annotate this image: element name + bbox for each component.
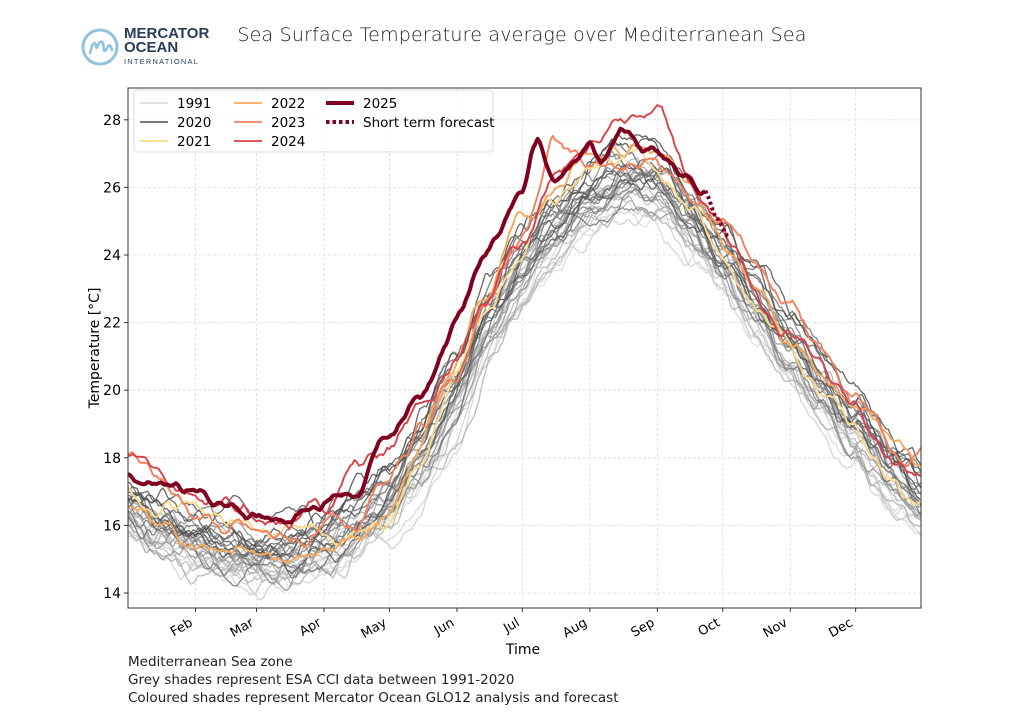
y-tick-label: 16	[103, 518, 121, 534]
y-tick-label: 14	[103, 586, 121, 602]
legend-label: Short term forecast	[363, 115, 494, 131]
logo-mark-icon	[81, 28, 119, 66]
logo-text: MERCATOR	[124, 25, 210, 42]
x-tick-label: Mar	[228, 615, 257, 641]
x-tick-label: May	[359, 615, 390, 642]
gridlines	[128, 88, 921, 608]
chart-title: Sea Surface Temperature average over Med…	[237, 24, 807, 46]
series-line-2000	[127, 200, 922, 586]
x-tick-label: Nov	[761, 615, 791, 641]
series-line-1993	[127, 204, 922, 597]
legend-label: 2021	[177, 134, 211, 150]
x-tick-label: Jun	[431, 615, 457, 639]
series-line-short-term-forecast	[703, 189, 731, 240]
footer-line: Coloured shades represent Mercator Ocean…	[128, 690, 619, 706]
legend-label: 2025	[363, 96, 397, 112]
series-line-2025	[127, 126, 707, 525]
footer-line: Grey shades represent ESA CCI data betwe…	[128, 672, 515, 688]
logo-text: OCEAN	[124, 39, 179, 56]
legend-label: 2023	[271, 115, 305, 131]
y-tick-label: 18	[103, 451, 121, 467]
y-tick-label: 26	[103, 180, 121, 196]
y-tick-label: 20	[103, 383, 121, 399]
x-tick-label: Apr	[297, 615, 325, 640]
series-line-2003	[127, 169, 921, 563]
series-line-2017	[127, 164, 922, 560]
series-line-2021	[127, 145, 922, 547]
x-tick-label: Feb	[168, 615, 195, 640]
plot-frame	[127, 87, 922, 609]
x-tick-label: Sep	[629, 615, 658, 640]
series-line-2020	[127, 134, 922, 547]
y-tick-label: 22	[103, 316, 121, 332]
legend-label: 2020	[177, 115, 211, 131]
mercator-ocean-logo: MERCATOR OCEAN INTERNATIONAL	[80, 26, 220, 70]
series-lines	[127, 104, 922, 601]
x-tick-label: Aug	[560, 615, 589, 641]
legend-box	[133, 89, 494, 153]
legend-label: 2024	[271, 134, 305, 150]
x-tick-label: Jul	[500, 615, 522, 636]
footer-line: Mediterranean Sea zone	[128, 654, 293, 670]
x-tick-label: Oct	[696, 615, 723, 639]
series-line-2019	[127, 137, 922, 536]
legend: 1991 2020 2021 2022 2023 2024 2025 Short term f…	[133, 89, 494, 153]
legend-label: 2022	[271, 96, 305, 112]
series-line-2010	[127, 166, 922, 562]
series-line-2023	[127, 134, 922, 549]
series-line-2024	[128, 104, 922, 530]
series-line-2012	[127, 188, 922, 587]
y-axis-label: Temperature [°C]	[87, 288, 103, 410]
series-line-2006	[127, 205, 922, 592]
series-line-2022	[127, 143, 922, 565]
footer-notes: Mediterranean Sea zone Grey shades repre…	[128, 653, 619, 707]
y-tick-label: 24	[103, 248, 121, 264]
logo-text: INTERNATIONAL	[124, 57, 200, 66]
y-tick-label: 28	[103, 113, 121, 129]
legend-label: 1991	[177, 96, 211, 112]
series-line-2018	[127, 178, 922, 575]
x-tick-label: Dec	[826, 615, 855, 641]
x-axis-label: Time	[505, 642, 540, 658]
series-line-2007	[127, 149, 922, 546]
